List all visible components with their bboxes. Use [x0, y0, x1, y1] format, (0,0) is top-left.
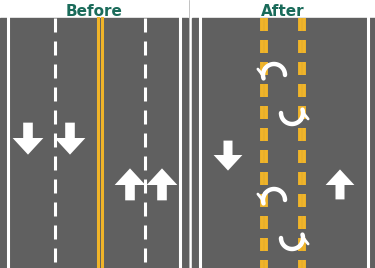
Text: After: After: [261, 3, 305, 18]
Polygon shape: [147, 168, 177, 200]
Polygon shape: [115, 168, 146, 200]
Polygon shape: [214, 141, 242, 171]
Polygon shape: [13, 123, 44, 155]
Polygon shape: [55, 123, 86, 155]
Bar: [192, 18, 375, 268]
Bar: [0, 18, 188, 268]
Text: Before: Before: [66, 3, 122, 18]
Polygon shape: [326, 169, 354, 199]
